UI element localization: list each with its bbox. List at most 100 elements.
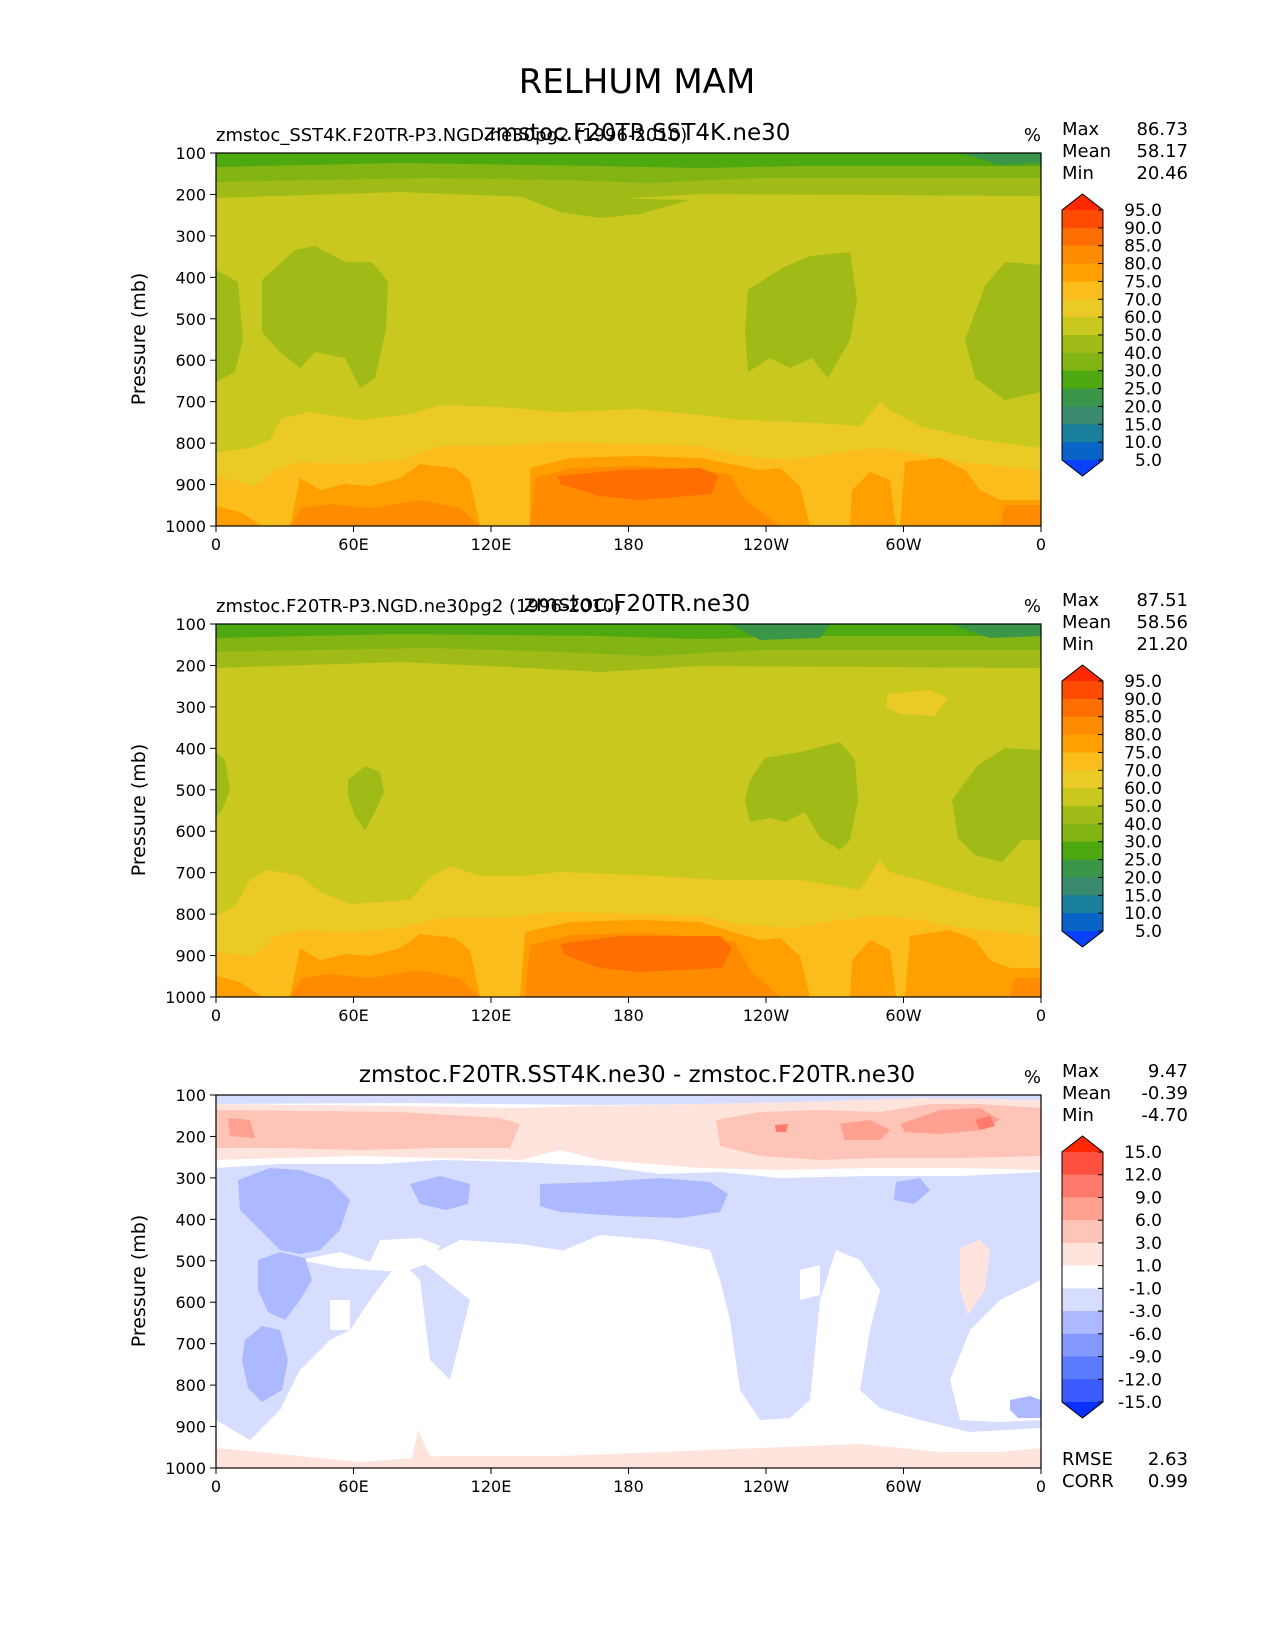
colorbar-segment [1062, 424, 1103, 443]
colorbar-level-label: 90.0 [1124, 690, 1162, 710]
x-tick-label: 0 [211, 1477, 221, 1496]
stat-mean-label-test: Mean [1062, 141, 1111, 162]
y-tick-label: 700 [175, 1335, 206, 1354]
colorbar-level-label: 60.0 [1124, 308, 1162, 328]
stat-min-label-difference: Min [1062, 1105, 1094, 1126]
y-tick-label: 700 [175, 864, 206, 883]
colorbar-extend-top [1062, 1136, 1103, 1152]
x-tick-label: 180 [613, 1006, 644, 1025]
colorbar-level-label: 5.0 [1135, 922, 1162, 942]
colorbar-segment [1062, 788, 1103, 807]
x-tick-label: 120E [471, 535, 512, 554]
panel-title-reference: zmstoc.F20TR.ne30 [524, 591, 751, 617]
y-ticks-test: 100 200 300 400 500 600 700 800 900 1000 [165, 144, 216, 536]
colorbar-level-label: 50.0 [1124, 326, 1162, 346]
colorbar-segment [1062, 1288, 1103, 1312]
colorbar-level-label: 85.0 [1124, 708, 1162, 728]
colorbar-level-label: 75.0 [1124, 743, 1162, 763]
y-tick-label: 800 [175, 905, 206, 924]
panel-units-test: % [1024, 125, 1041, 146]
panel-reference: 0 60E 120E 180 120W 60W 0 100 200 300 400 500 600 70… [128, 590, 1188, 1025]
colorbar-level-label: 60.0 [1124, 779, 1162, 799]
colorbar-level-label: 80.0 [1124, 726, 1162, 746]
colorbar-level-label: 10.0 [1124, 904, 1162, 924]
x-ticks-difference: 0 60E 120E 180 120W 60W 0 [211, 1468, 1046, 1496]
colorbar-segment [1062, 388, 1103, 407]
colorbar-level-label: 20.0 [1124, 868, 1162, 888]
y-tick-label: 600 [175, 1293, 206, 1312]
colorbar-segment [1062, 770, 1103, 789]
colorbar-segment [1062, 335, 1103, 354]
colorbar-segment [1062, 895, 1103, 914]
panel-left-title-test: zmstoc_SST4K.F20TR-P3.NGD.ne30pg2 (1996-… [216, 125, 687, 146]
x-tick-label: 120W [743, 535, 790, 554]
stat-corr-value: 0.99 [1148, 1471, 1188, 1492]
stat-mean-value-reference: 58.56 [1136, 612, 1188, 633]
panel-left-title-reference: zmstoc.F20TR-P3.NGD.ne30pg2 (1996-2010) [216, 596, 621, 617]
contour-field-test [216, 153, 1041, 526]
y-tick-label: 300 [175, 698, 206, 717]
x-tick-label: 120W [743, 1006, 790, 1025]
y-tick-label: 100 [175, 144, 206, 163]
colorbar-segment [1062, 370, 1103, 390]
colorbar-level-label: 6.0 [1135, 1211, 1162, 1231]
colorbar-level-label: 95.0 [1124, 672, 1162, 692]
colorbar-level-label: -3.0 [1129, 1302, 1162, 1322]
colorbar-segment [1062, 752, 1103, 771]
colorbar-level-label: 50.0 [1124, 797, 1162, 817]
stat-min-label-test: Min [1062, 163, 1094, 184]
y-tick-label: 700 [175, 393, 206, 412]
x-tick-label: 120W [743, 1477, 790, 1496]
colorbar-segment [1062, 806, 1103, 825]
colorbar-segment [1062, 698, 1103, 718]
stat-mean-value-difference: -0.39 [1141, 1083, 1188, 1104]
figure-title: RELHUM MAM [519, 62, 756, 102]
colorbar-segment [1062, 823, 1103, 843]
colorbar-segment [1062, 716, 1103, 736]
colorbar-reference: 95.090.085.080.075.070.060.050.040.030.0… [1061, 664, 1162, 948]
x-tick-label: 0 [211, 1006, 221, 1025]
stat-min-value-test: 20.46 [1136, 163, 1188, 184]
colorbar-level-label: 80.0 [1124, 255, 1162, 275]
panel-difference: 0 60E 120E 180 120W 60W 0 100 200 300 400 500 600 70… [128, 1061, 1188, 1496]
colorbar-segment [1062, 1356, 1103, 1380]
y-tick-label: 1000 [165, 517, 206, 536]
colorbar-segment [1062, 1333, 1103, 1358]
x-tick-label: 120E [471, 1477, 512, 1496]
panel-title-test: zmstoc.F20TR.SST4K.ne30 [484, 120, 791, 146]
panel-units-reference: % [1024, 596, 1041, 617]
x-tick-label: 120E [471, 1006, 512, 1025]
stat-max-label-test: Max [1062, 119, 1100, 140]
colorbar-segment [1062, 1379, 1103, 1403]
colorbar-level-label: 75.0 [1124, 272, 1162, 292]
colorbar-extend-bottom [1062, 460, 1103, 476]
y-tick-label: 200 [175, 1127, 206, 1146]
colorbar-segment [1062, 1152, 1103, 1176]
stat-mean-label-reference: Mean [1062, 612, 1111, 633]
colorbar-level-label: 30.0 [1124, 362, 1162, 382]
x-tick-label: 0 [1036, 1477, 1046, 1496]
y-tick-label: 400 [175, 1210, 206, 1229]
stat-rmse-label: RMSE [1062, 1449, 1113, 1470]
y-tick-label: 800 [175, 434, 206, 453]
x-tick-label: 60W [885, 1477, 921, 1496]
y-tick-label: 300 [175, 227, 206, 246]
y-tick-label: 900 [175, 476, 206, 495]
y-tick-label: 100 [175, 615, 206, 634]
colorbar-level-label: -15.0 [1118, 1393, 1162, 1413]
colorbar-segment [1062, 281, 1103, 300]
colorbar-segment [1062, 317, 1103, 336]
colorbar-segment [1062, 841, 1103, 861]
colorbar-level-label: 15.0 [1124, 886, 1162, 906]
colorbar-level-label: 9.0 [1135, 1188, 1162, 1208]
x-tick-label: 60W [885, 535, 921, 554]
stat-max-value-test: 86.73 [1136, 119, 1188, 140]
x-ticks-test: 0 60E 120E 180 120W 60W 0 [211, 526, 1046, 554]
colorbar-segment [1062, 227, 1103, 247]
colorbar-segment [1062, 1311, 1103, 1335]
panel-units-difference: % [1024, 1067, 1041, 1088]
colorbar-segment [1062, 859, 1103, 878]
colorbar-segment [1062, 1242, 1103, 1267]
colorbar-segment [1062, 1265, 1103, 1289]
